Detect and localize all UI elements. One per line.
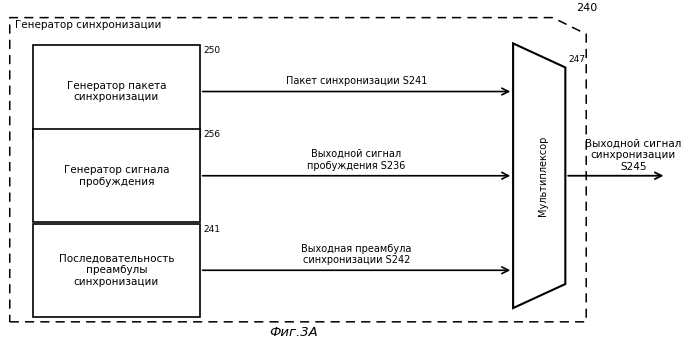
Text: Пакет синхронизации S241: Пакет синхронизации S241 <box>286 76 427 86</box>
FancyBboxPatch shape <box>33 224 200 317</box>
Text: Мультиплексор: Мультиплексор <box>538 135 548 216</box>
Text: 250: 250 <box>203 46 220 55</box>
Polygon shape <box>513 43 565 308</box>
Text: 247: 247 <box>569 55 586 64</box>
Text: Фиг.3А: Фиг.3А <box>269 326 318 339</box>
Text: Выходной сигнал
пробуждения S236: Выходной сигнал пробуждения S236 <box>308 149 405 171</box>
Text: Последовательность
преамбулы
синхронизации: Последовательность преамбулы синхронизац… <box>59 254 174 287</box>
FancyBboxPatch shape <box>33 45 200 138</box>
Text: Генератор сигнала
пробуждения: Генератор сигнала пробуждения <box>64 165 169 186</box>
Text: Генератор пакета
синхронизации: Генератор пакета синхронизации <box>66 81 166 102</box>
Text: 240: 240 <box>577 3 598 14</box>
Text: Выходной сигнал
синхронизации
S245: Выходной сигнал синхронизации S245 <box>585 139 682 172</box>
Text: 241: 241 <box>203 225 220 234</box>
Text: 256: 256 <box>203 131 220 139</box>
FancyBboxPatch shape <box>33 129 200 222</box>
Text: Генератор синхронизации: Генератор синхронизации <box>15 20 161 30</box>
Text: Выходная преамбула
синхронизации S242: Выходная преамбула синхронизации S242 <box>301 244 412 265</box>
